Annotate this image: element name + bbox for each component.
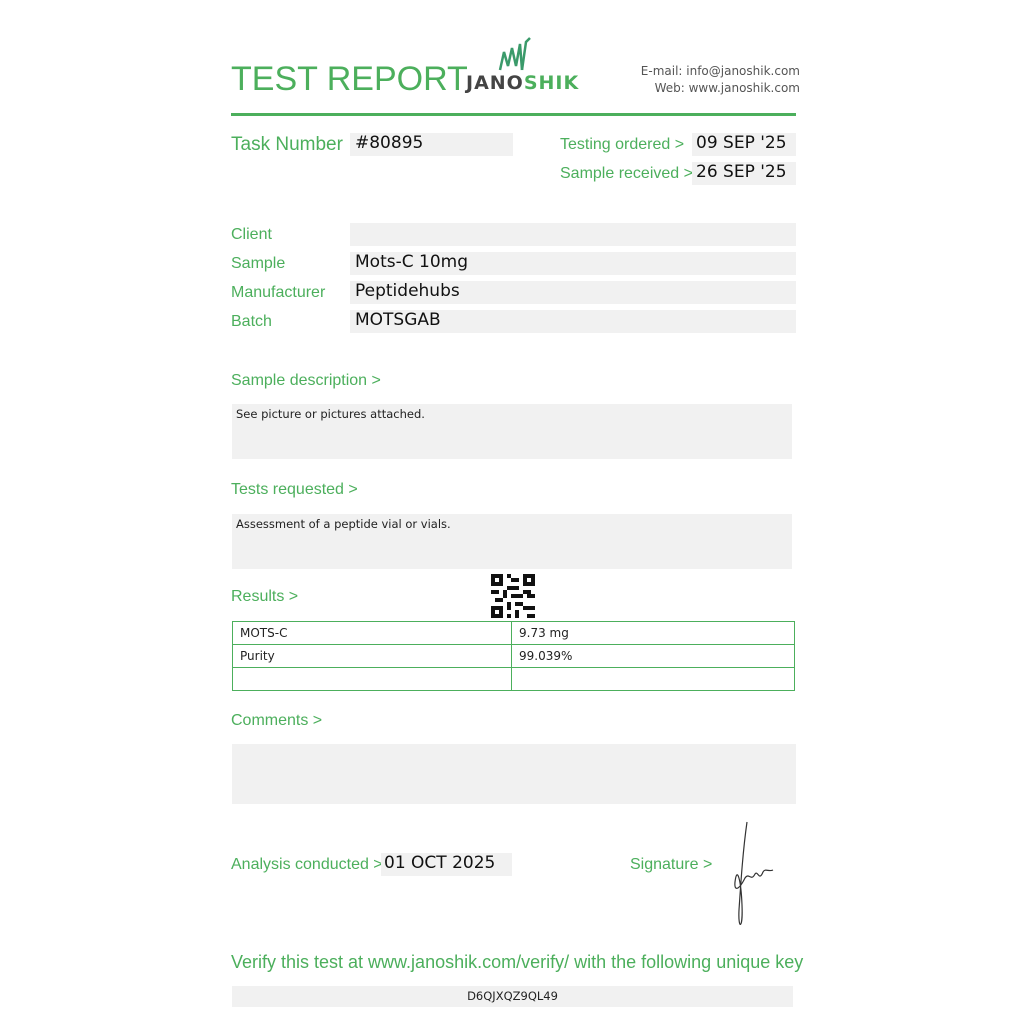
- report-title: TEST REPORT: [231, 60, 468, 98]
- analysis-conducted-value: 01 OCT 2025: [381, 853, 512, 876]
- sample-description-value: See picture or pictures attached.: [232, 404, 792, 459]
- tests-requested-label: Tests requested >: [231, 481, 358, 498]
- header-divider: [231, 113, 796, 116]
- result-name: [232, 667, 512, 691]
- manufacturer-label: Manufacturer: [231, 284, 326, 301]
- client-value: [350, 223, 796, 246]
- results-label: Results >: [231, 588, 299, 605]
- sample-label: Sample: [231, 255, 286, 272]
- sample-received-value: 26 SEP '25: [692, 162, 796, 185]
- logo-text-dark: JANO: [466, 72, 524, 94]
- result-name: Purity: [232, 644, 512, 668]
- signature-image: [725, 820, 785, 944]
- comments-value: [232, 744, 796, 804]
- logo-text-green: SHIK: [523, 72, 580, 94]
- sample-description-label: Sample description >: [231, 372, 381, 389]
- batch-label: Batch: [231, 313, 272, 330]
- signature-label: Signature >: [630, 856, 713, 873]
- verify-text: Verify this test at www.janoshik.com/ver…: [231, 952, 804, 972]
- verify-key: D6QJXQZ9QL49: [232, 986, 793, 1007]
- comments-label: Comments >: [231, 712, 323, 729]
- manufacturer-value: Peptidehubs: [350, 281, 796, 304]
- results-table: MOTS-C 9.73 mg Purity 99.039%: [232, 621, 795, 691]
- web-text: Web: www.janoshik.com: [654, 81, 800, 95]
- logo-chart-icon: [498, 37, 531, 71]
- result-value: 9.73 mg: [511, 621, 795, 645]
- tests-requested-value: Assessment of a peptide vial or vials.: [232, 514, 792, 569]
- testing-ordered-value: 09 SEP '25: [692, 133, 796, 156]
- task-number-label: Task Number: [231, 134, 343, 155]
- testing-ordered-label: Testing ordered >: [560, 136, 685, 153]
- result-name: MOTS-C: [232, 621, 512, 645]
- table-row: Purity 99.039%: [232, 644, 795, 668]
- sample-received-label: Sample received >: [560, 165, 693, 182]
- janoshik-logo: JANOSHIK: [466, 36, 578, 96]
- result-value: [511, 667, 795, 691]
- email-text: E-mail: info@janoshik.com: [640, 64, 800, 78]
- table-row: [232, 667, 795, 691]
- batch-value: MOTSGAB: [350, 310, 796, 333]
- qr-code-icon: [491, 574, 535, 618]
- task-number-value: #80895: [350, 133, 513, 156]
- analysis-conducted-label: Analysis conducted >: [231, 856, 383, 873]
- table-row: MOTS-C 9.73 mg: [232, 621, 795, 645]
- client-label: Client: [231, 226, 272, 243]
- sample-value: Mots-C 10mg: [350, 252, 796, 275]
- result-value: 99.039%: [511, 644, 795, 668]
